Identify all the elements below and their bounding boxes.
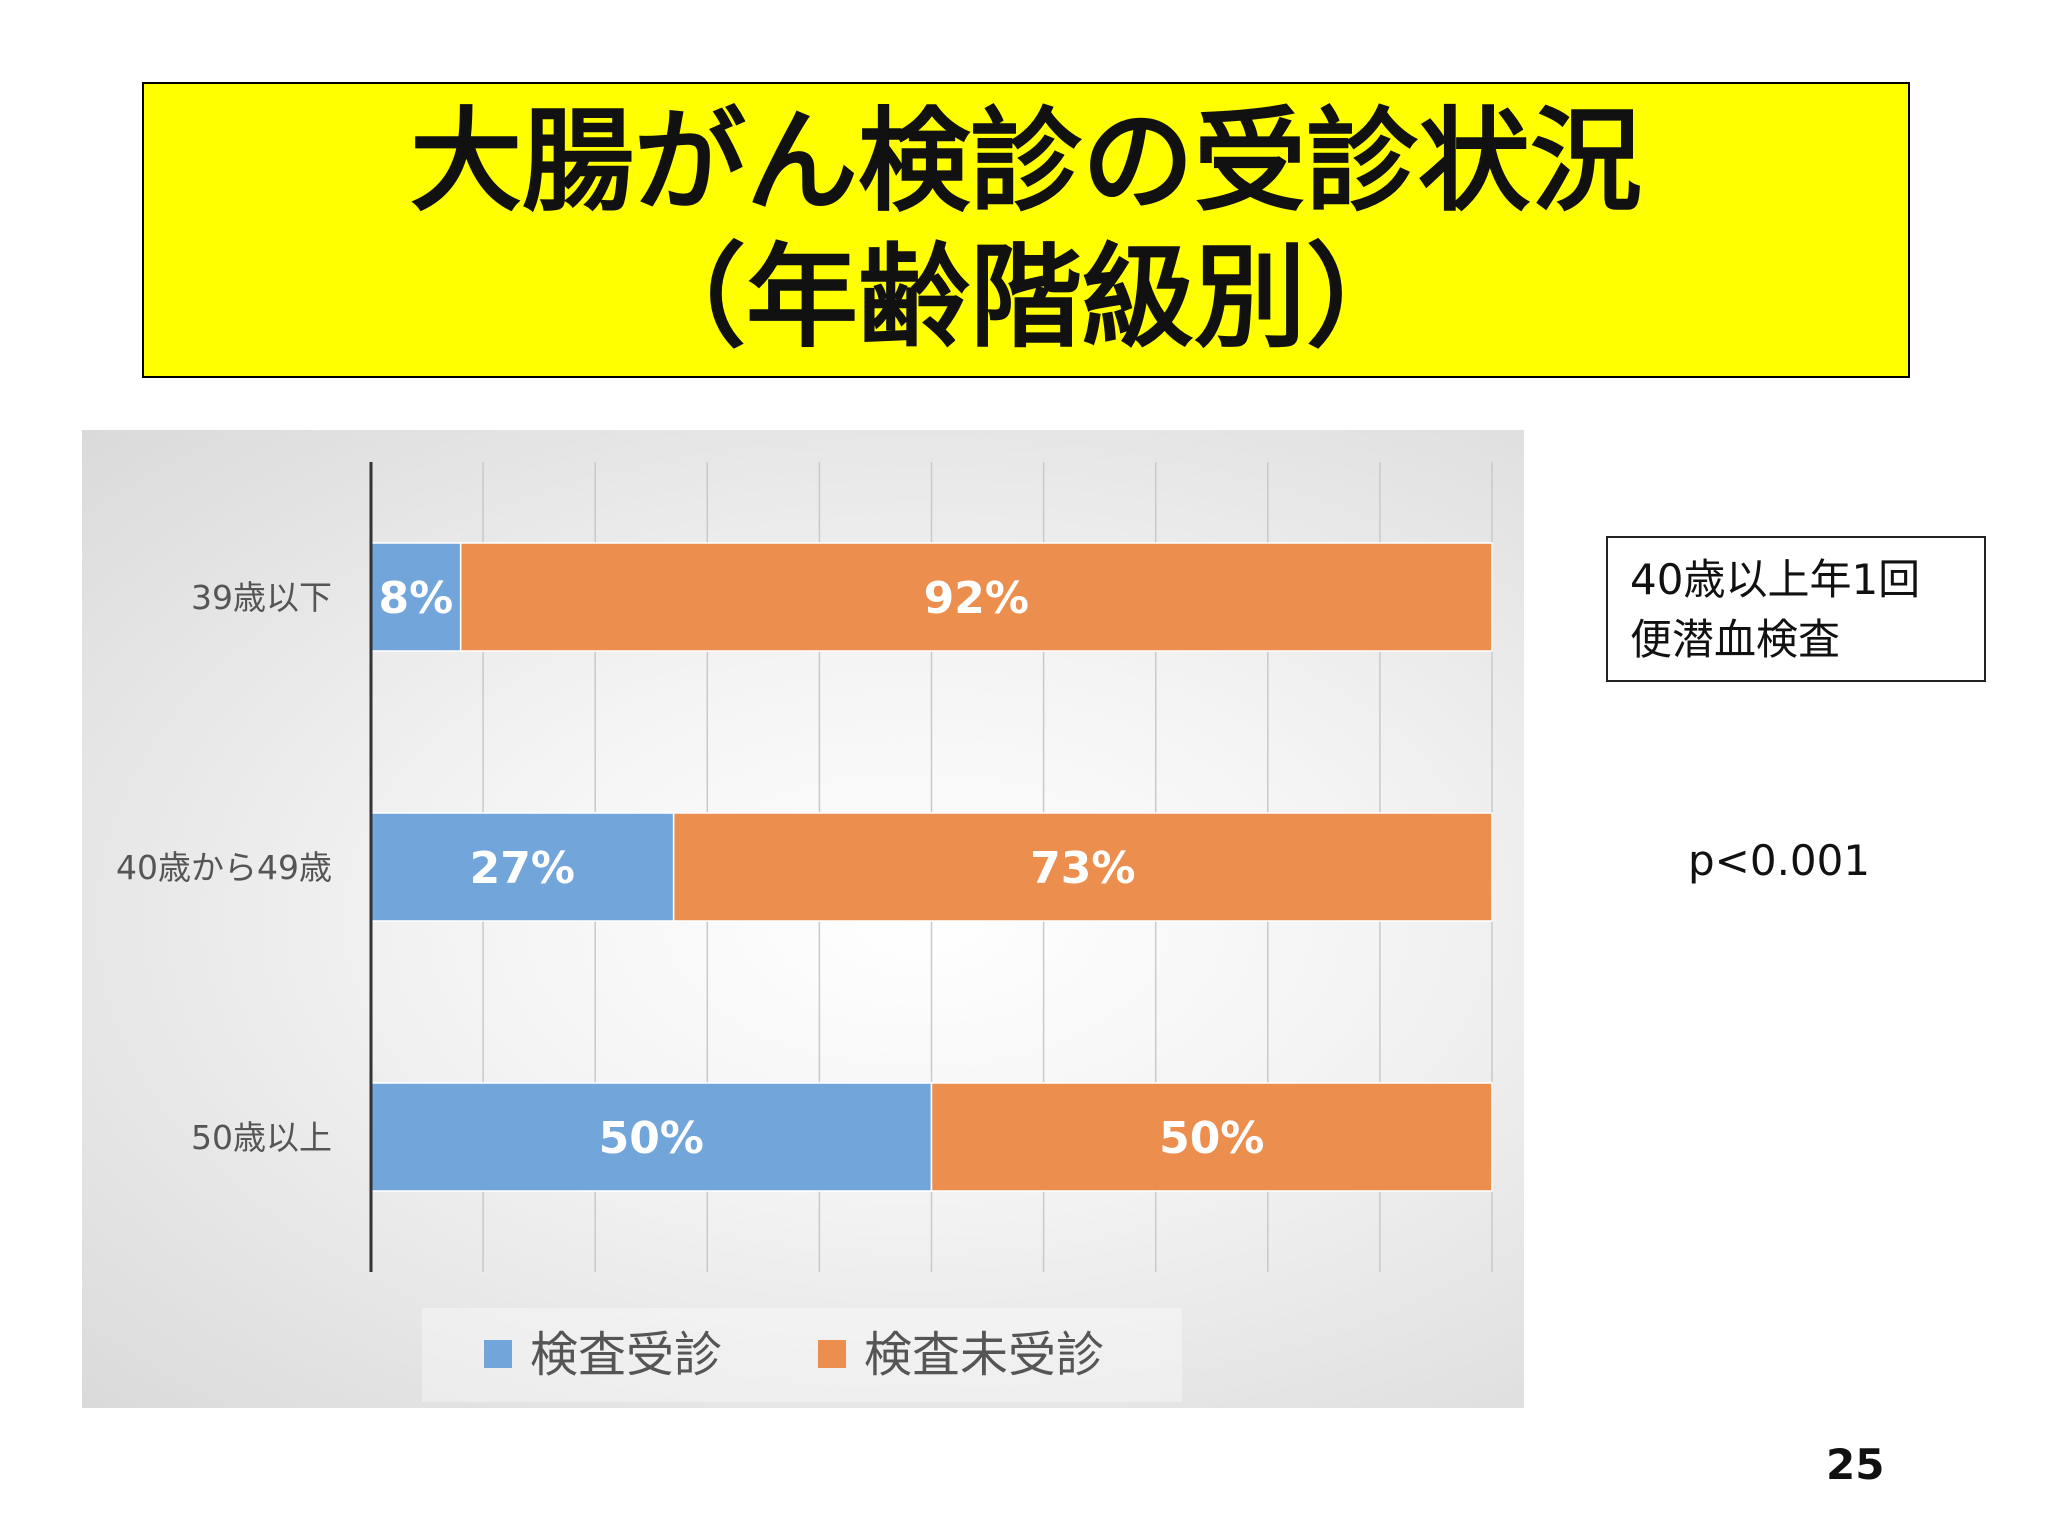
title-banner: 大腸がん検診の受診状況 （年齢階級別） <box>142 82 1910 378</box>
legend-label: 検査未受診 <box>864 1327 1104 1383</box>
bar-segment <box>930 1082 1493 1192</box>
data-label: 8% <box>378 573 453 624</box>
legend-background <box>422 1308 1182 1402</box>
note-line-2: 便潜血検査 <box>1630 615 1841 664</box>
data-label: 92% <box>924 573 1029 624</box>
category-label: 50歳以上 <box>191 1118 332 1157</box>
legend-swatch <box>818 1340 846 1368</box>
title-line-2: （年齢階級別） <box>634 233 1418 363</box>
bar-segment <box>370 812 675 922</box>
bar-segment <box>672 812 1493 922</box>
bar-segment <box>370 1082 933 1192</box>
data-label: 73% <box>1030 843 1135 894</box>
data-label: 50% <box>1159 1113 1264 1164</box>
title-line-1: 大腸がん検診の受診状況 <box>410 97 1642 227</box>
legend-swatch <box>484 1340 512 1368</box>
bar-segment <box>370 542 462 652</box>
data-label: 50% <box>599 1113 704 1164</box>
note-line-1: 40歳以上年1回 <box>1630 555 1921 604</box>
page-number: 25 <box>1826 1440 1885 1489</box>
category-label: 39歳以下 <box>191 578 332 617</box>
note-box: 40歳以上年1回 便潜血検査 <box>1606 536 1986 682</box>
category-label: 40歳から49歳 <box>116 848 332 887</box>
legend-label: 検査受診 <box>530 1327 722 1383</box>
stacked-bar-chart: 39歳以下 8% 92% 40歳から49歳 27% 73% 50歳以上 50% 50% 検査受診 検… <box>116 462 1493 1383</box>
p-value: p<0.001 <box>1688 836 1871 885</box>
chart-panel: 39歳以下 8% 92% 40歳から49歳 27% 73% 50歳以上 50% 50% 検査受診 検… <box>82 430 1524 1408</box>
bar-segment <box>459 542 1493 652</box>
data-label: 27% <box>470 843 575 894</box>
